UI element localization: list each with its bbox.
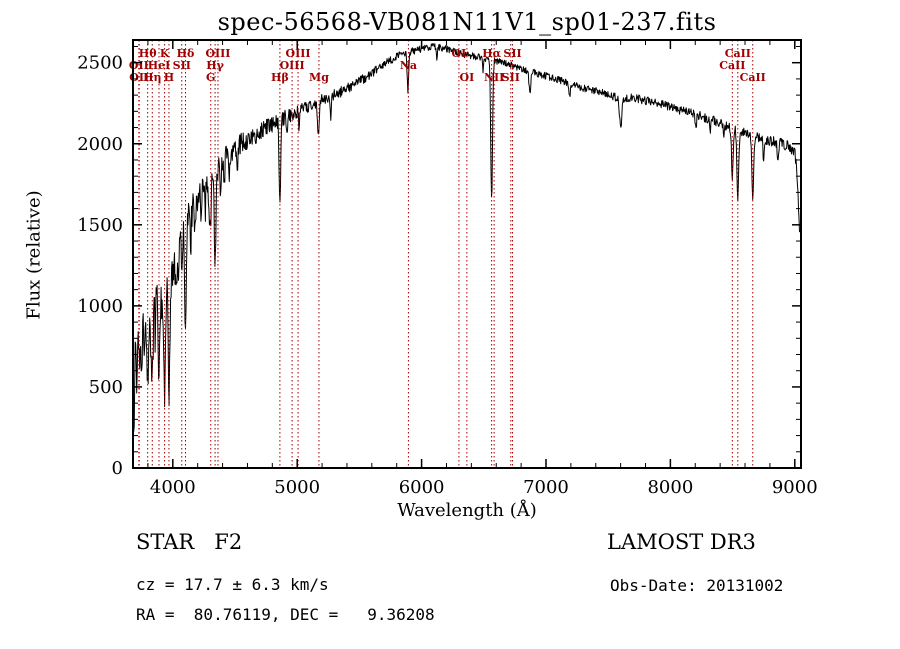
spectral-line-label: Na [400,59,417,72]
cz-value: cz = 17.7 ± 6.3 km/s [136,575,329,594]
survey-release-label: LAMOST DR3 [607,530,756,554]
tick-labels: 4000 5000 6000 7000 8000 9000 0 500 1000 1500 2000… [77,53,817,498]
spectral-line-label: OI [460,71,475,84]
y-tick-label: 2000 [77,134,123,155]
spectral-line-label: CaII [740,71,766,84]
spectral-line-label: Hγ [206,59,224,72]
y-tick-label: 1500 [77,215,123,236]
obs-date: Obs-Date: 20131002 [610,576,784,595]
spectral-line-label: Mg [309,71,329,84]
axis-ticks [133,40,801,469]
spectral-line-label: CaII [719,59,745,72]
spectral-line-markers: OIIOIIHθHηHeIKHSIIHδGHγOIIIHβOIIIOIIIMgN… [129,40,766,468]
spectral-line-label: H [164,71,174,84]
spectral-line-label: OIII [205,47,230,60]
spectral-line-label: Hη [143,71,161,84]
spectral-line-label: K [160,47,170,60]
spectral-line-label: Hα [482,47,501,60]
y-tick-label: 0 [112,458,123,479]
y-tick-label: 1000 [77,296,123,317]
spectral-line-label: Hδ [177,47,195,60]
spectral-line-label: G [206,71,215,84]
x-tick-label: 8000 [647,477,693,498]
object-class-label: STAR F2 [136,530,243,554]
spectral-line-label: OII [129,71,149,84]
x-tick-label: 5000 [274,477,320,498]
spectral-line-label: CaII [725,47,751,60]
plot-title: spec-56568-VB081N11V1_sp01-237.fits [217,8,717,36]
spectrum-trace [133,43,800,432]
plot-frame [132,39,802,469]
y-tick-label: 500 [89,377,123,398]
spectral-line-label: OI [452,47,467,60]
x-axis-label: Wavelength (Å) [397,500,537,521]
x-tick-label: 6000 [399,477,445,498]
spectral-line-label: SII [503,47,521,60]
spectral-line-label: OIII [286,47,311,60]
spectral-line-label: Hβ [271,71,289,84]
ra-dec-value: RA = 80.76119, DEC = 9.36208 [136,605,435,624]
y-tick-label: 2500 [77,53,123,74]
spectral-line-label: SII [502,71,520,84]
x-tick-label: 9000 [772,477,818,498]
spectral-line-label: OIII [280,59,305,72]
spectral-line-label: NII [484,71,504,84]
axis-minor-ticks [133,40,801,468]
y-axis-label: Flux (relative) [23,190,45,320]
x-tick-label: 7000 [523,477,569,498]
spectral-line-label: SII [173,59,191,72]
x-tick-label: 4000 [150,477,196,498]
